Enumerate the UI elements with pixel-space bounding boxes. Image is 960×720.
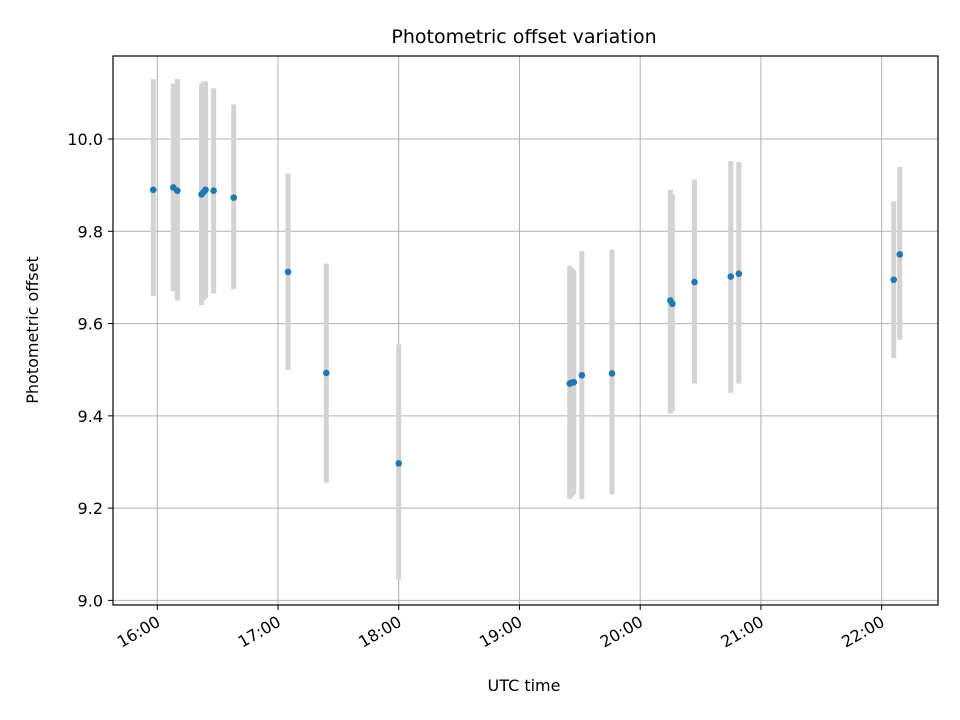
data-points <box>149 184 904 467</box>
data-point <box>230 194 238 201</box>
data-point <box>727 273 735 280</box>
y-axis-ticks: 9.0 9.2 9.4 9.6 9.8 10.0 <box>67 130 113 610</box>
data-point <box>608 370 616 377</box>
y-tick-label: 9.6 <box>78 315 103 334</box>
y-tick-label: 9.0 <box>78 591 103 610</box>
grid <box>113 56 938 605</box>
y-tick-label: 9.2 <box>78 499 103 518</box>
data-point <box>570 378 578 386</box>
data-point <box>149 186 157 194</box>
data-point <box>395 460 403 467</box>
data-point <box>735 270 743 278</box>
y-axis-label: Photometric offset <box>23 256 42 404</box>
data-point <box>669 300 676 308</box>
data-point <box>174 187 181 195</box>
x-axis-label: UTC time <box>488 676 561 695</box>
chart-title: Photometric offset variation <box>391 26 656 48</box>
data-point <box>896 251 904 258</box>
y-tick-label: 9.8 <box>78 222 103 241</box>
y-tick-label: 9.4 <box>78 407 103 426</box>
data-point <box>578 371 586 379</box>
y-tick-label: 10.0 <box>67 130 103 149</box>
data-point <box>284 268 292 276</box>
data-point <box>890 276 898 284</box>
data-point <box>210 187 217 195</box>
data-point <box>322 369 330 377</box>
data-point <box>202 186 209 194</box>
data-point <box>691 278 698 286</box>
plot-frame <box>112 55 939 606</box>
